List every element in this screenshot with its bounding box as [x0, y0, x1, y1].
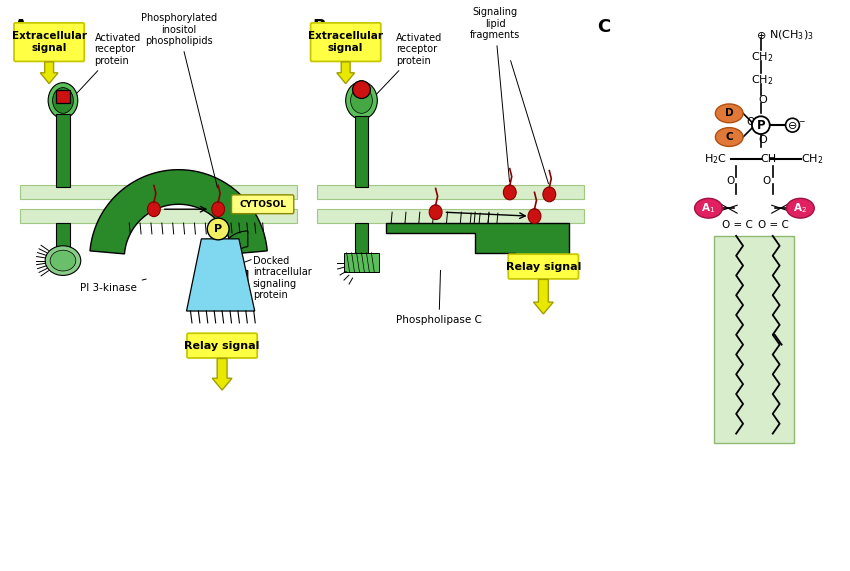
Text: Activated
receptor
protein: Activated receptor protein — [375, 33, 442, 95]
Text: Docked
intracellular
signaling
protein: Docked intracellular signaling protein — [252, 256, 311, 300]
Text: O: O — [726, 176, 734, 186]
Text: CH$_2$: CH$_2$ — [802, 152, 824, 166]
Ellipse shape — [346, 82, 377, 119]
Text: O = C: O = C — [722, 220, 752, 230]
Circle shape — [752, 116, 770, 134]
Text: PI 3-kinase: PI 3-kinase — [80, 279, 146, 293]
Text: Phosphorylated
inositol
phospholipids: Phosphorylated inositol phospholipids — [140, 13, 218, 188]
Text: $\ominus$: $\ominus$ — [787, 120, 797, 131]
Bar — [20, 186, 297, 199]
Polygon shape — [220, 231, 248, 286]
Text: CH$_2$: CH$_2$ — [751, 73, 774, 87]
Text: N(CH$_3$)$_3$: N(CH$_3$)$_3$ — [768, 29, 813, 42]
Text: P: P — [756, 119, 765, 132]
Text: Extracellular
signal: Extracellular signal — [12, 31, 87, 53]
Ellipse shape — [48, 83, 78, 118]
FancyBboxPatch shape — [14, 23, 84, 62]
Ellipse shape — [53, 87, 73, 113]
Circle shape — [353, 81, 371, 98]
Ellipse shape — [716, 104, 743, 123]
Polygon shape — [90, 170, 267, 254]
Text: O: O — [746, 117, 754, 127]
Text: O$^-$: O$^-$ — [788, 119, 806, 131]
FancyBboxPatch shape — [187, 333, 258, 358]
Ellipse shape — [429, 205, 442, 220]
Text: CH: CH — [761, 154, 777, 164]
Ellipse shape — [528, 209, 541, 223]
Text: H$_2$C: H$_2$C — [705, 152, 728, 166]
Text: C: C — [597, 18, 610, 37]
Ellipse shape — [350, 87, 372, 113]
FancyBboxPatch shape — [310, 23, 381, 62]
Bar — [354, 223, 368, 258]
Text: C: C — [725, 132, 733, 142]
Text: A$_2$: A$_2$ — [793, 202, 808, 215]
Circle shape — [207, 218, 229, 240]
Bar — [714, 236, 795, 444]
Bar — [20, 209, 297, 223]
Text: $\oplus$: $\oplus$ — [756, 30, 766, 41]
Text: D: D — [725, 108, 734, 118]
FancyArrow shape — [40, 62, 58, 84]
Circle shape — [785, 118, 799, 132]
Text: O: O — [758, 135, 767, 145]
Text: Activated
receptor
protein: Activated receptor protein — [75, 33, 141, 95]
Bar — [354, 116, 368, 187]
Text: P: P — [214, 224, 222, 234]
Ellipse shape — [543, 187, 556, 202]
FancyArrow shape — [534, 279, 553, 314]
Ellipse shape — [716, 128, 743, 146]
Text: O: O — [758, 95, 767, 104]
Ellipse shape — [694, 198, 722, 218]
Ellipse shape — [503, 185, 516, 200]
FancyArrow shape — [212, 359, 232, 390]
Text: O = C: O = C — [758, 220, 789, 230]
Text: A: A — [14, 18, 27, 37]
Text: Extracellular
signal: Extracellular signal — [309, 31, 383, 53]
FancyBboxPatch shape — [508, 254, 579, 279]
Text: Relay signal: Relay signal — [506, 262, 581, 272]
Polygon shape — [386, 223, 570, 278]
Text: B: B — [312, 18, 326, 37]
Ellipse shape — [148, 202, 161, 216]
Text: Relay signal: Relay signal — [184, 341, 260, 351]
FancyBboxPatch shape — [231, 195, 294, 214]
Bar — [56, 223, 70, 253]
Ellipse shape — [212, 202, 224, 216]
FancyArrow shape — [337, 62, 354, 84]
Text: CH$_2$: CH$_2$ — [751, 50, 774, 64]
Bar — [56, 114, 70, 187]
Polygon shape — [186, 239, 255, 311]
Text: CYTOSOL: CYTOSOL — [239, 200, 286, 209]
Ellipse shape — [50, 250, 76, 271]
Bar — [343, 253, 379, 272]
Bar — [317, 209, 584, 223]
Ellipse shape — [45, 246, 81, 275]
Text: O: O — [762, 176, 771, 186]
Text: Signaling
lipid
fragments: Signaling lipid fragments — [470, 7, 520, 182]
Ellipse shape — [786, 198, 814, 218]
Text: A$_1$: A$_1$ — [701, 202, 716, 215]
Bar — [317, 186, 584, 199]
Text: Phospholipase C: Phospholipase C — [396, 270, 482, 325]
Bar — [56, 90, 70, 103]
